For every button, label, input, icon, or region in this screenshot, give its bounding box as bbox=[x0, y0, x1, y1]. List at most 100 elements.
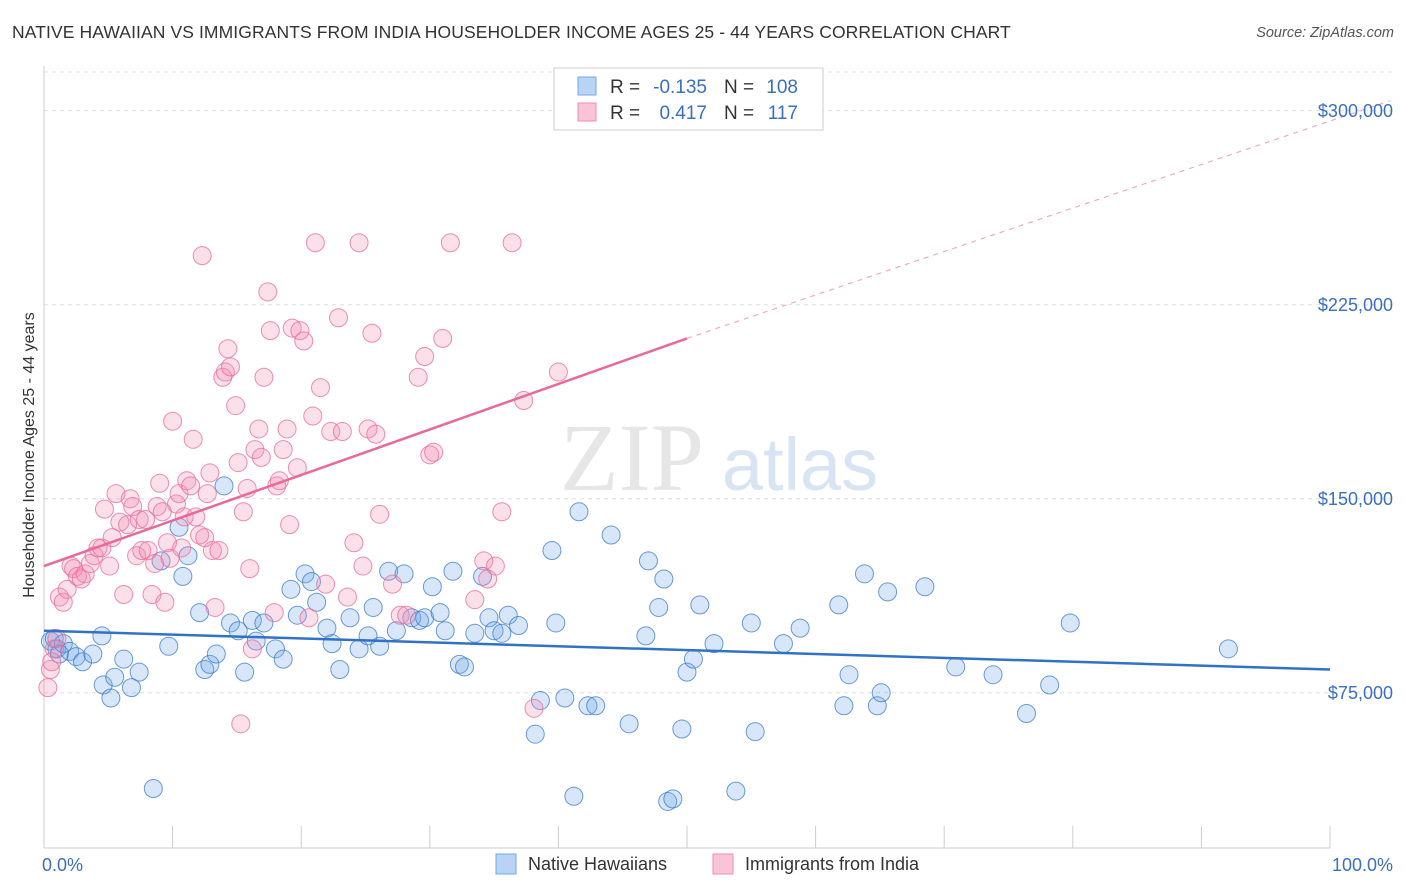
india-point-45 bbox=[181, 476, 201, 496]
india-point-91 bbox=[337, 587, 357, 607]
y-tick-label-2: $225,000 bbox=[1318, 295, 1393, 315]
hawaiian-point-91 bbox=[745, 722, 765, 742]
india-point-20 bbox=[106, 484, 126, 504]
hawaiian-point-96 bbox=[839, 665, 859, 685]
hawaiian-point-38 bbox=[301, 572, 321, 592]
hawaiian-point-94 bbox=[829, 595, 849, 615]
axes bbox=[43, 66, 1331, 849]
hawaiian-point-64 bbox=[492, 623, 512, 643]
hawaiian-point-73 bbox=[569, 502, 589, 522]
india-point-90 bbox=[332, 422, 352, 442]
india-point-65 bbox=[240, 559, 260, 579]
hawaiian-point-30 bbox=[242, 610, 262, 630]
india-point-0 bbox=[38, 678, 58, 698]
hawaiian-point-4 bbox=[53, 634, 73, 654]
india-point-39 bbox=[163, 411, 183, 431]
x-tick-labels: 0.0% 100.0% bbox=[42, 855, 1393, 875]
india-point-36 bbox=[155, 592, 175, 612]
hawaiian-point-88 bbox=[704, 634, 724, 654]
india-point-89 bbox=[328, 308, 348, 328]
hawaiian-point-78 bbox=[636, 626, 656, 646]
india-point-102 bbox=[408, 367, 428, 387]
series-native-hawaiians bbox=[40, 476, 1238, 811]
india-point-107 bbox=[440, 233, 460, 253]
hawaiian-point-20 bbox=[173, 566, 193, 586]
hawaiian-point-89 bbox=[726, 781, 746, 801]
hawaiian-point-42 bbox=[330, 660, 350, 680]
bottom-legend-swatch-blue bbox=[495, 853, 517, 875]
india-point-51 bbox=[197, 484, 217, 504]
hawaiian-point-33 bbox=[265, 639, 285, 659]
india-point-85 bbox=[305, 233, 325, 253]
india-point-66 bbox=[242, 639, 262, 659]
hawaiian-point-41 bbox=[322, 634, 342, 654]
hawaiian-point-8 bbox=[83, 644, 103, 664]
y-tick-label-1: $150,000 bbox=[1318, 489, 1393, 509]
india-point-108 bbox=[465, 590, 485, 610]
hawaiian-point-106 bbox=[1060, 613, 1080, 633]
india-point-116 bbox=[548, 362, 568, 382]
india-point-92 bbox=[344, 533, 364, 553]
trend-line-native-hawaiians bbox=[43, 629, 1331, 671]
india-point-47 bbox=[186, 507, 206, 527]
india-point-63 bbox=[233, 502, 253, 522]
y-tick-label-0: $75,000 bbox=[1328, 683, 1393, 703]
hawaiian-point-56 bbox=[435, 621, 455, 641]
hawaiian-point-48 bbox=[379, 561, 399, 581]
india-point-58 bbox=[218, 339, 238, 359]
watermark-atlas: atlas bbox=[722, 423, 878, 506]
india-point-22 bbox=[114, 585, 134, 605]
india-point-21 bbox=[110, 512, 130, 532]
hawaiian-point-54 bbox=[422, 577, 442, 597]
hawaiian-point-18 bbox=[159, 636, 179, 656]
legend-n-label-1: N = bbox=[724, 77, 754, 98]
india-point-11 bbox=[71, 569, 91, 589]
india-point-99 bbox=[383, 574, 403, 594]
india-point-52 bbox=[200, 463, 220, 483]
bottom-legend-swatch-pink bbox=[712, 853, 734, 875]
india-point-32 bbox=[145, 553, 165, 573]
india-point-49 bbox=[192, 246, 212, 266]
india-point-76 bbox=[273, 440, 293, 460]
legend-box bbox=[553, 67, 824, 131]
india-point-83 bbox=[299, 608, 319, 628]
india-point-62 bbox=[231, 714, 251, 734]
hawaiian-point-103 bbox=[983, 665, 1003, 685]
india-point-28 bbox=[132, 541, 152, 561]
hawaiian-point-99 bbox=[871, 683, 891, 703]
india-point-78 bbox=[280, 515, 300, 535]
hawaiian-point-37 bbox=[295, 564, 315, 584]
india-point-17 bbox=[94, 499, 114, 519]
india-point-113 bbox=[502, 233, 522, 253]
india-point-112 bbox=[492, 502, 512, 522]
hawaiian-point-70 bbox=[546, 613, 566, 633]
india-point-111 bbox=[485, 556, 505, 576]
hawaiian-point-76 bbox=[601, 525, 621, 545]
india-point-44 bbox=[177, 471, 197, 491]
hawaiian-point-6 bbox=[66, 647, 86, 667]
india-point-48 bbox=[190, 525, 210, 545]
hawaiian-point-84 bbox=[672, 719, 692, 739]
hawaiian-point-105 bbox=[1040, 675, 1060, 695]
hawaiian-point-49 bbox=[386, 621, 406, 641]
india-point-18 bbox=[100, 556, 120, 576]
india-point-77 bbox=[277, 419, 297, 439]
y-tick-labels: $75,000 $150,000 $225,000 $300,000 bbox=[1318, 101, 1393, 703]
india-point-81 bbox=[290, 321, 310, 341]
india-point-106 bbox=[433, 328, 453, 348]
hawaiian-point-46 bbox=[363, 597, 383, 617]
india-point-82 bbox=[294, 331, 314, 351]
india-point-79 bbox=[282, 318, 302, 338]
hawaiian-point-27 bbox=[220, 613, 240, 633]
hawaiian-point-58 bbox=[449, 654, 469, 674]
india-point-103 bbox=[415, 347, 435, 367]
india-point-97 bbox=[366, 424, 386, 444]
hawaiian-point-11 bbox=[101, 688, 121, 708]
hawaiian-point-15 bbox=[129, 662, 149, 682]
bottom-legend-label-native-hawaiians: Native Hawaiians bbox=[528, 854, 667, 874]
watermark-zip: ZIP bbox=[560, 404, 704, 511]
correlation-legend: R = -0.135 N = 108 R = 0.417 N = 117 bbox=[553, 67, 824, 131]
hawaiian-point-25 bbox=[206, 644, 226, 664]
hawaiian-point-14 bbox=[121, 678, 141, 698]
